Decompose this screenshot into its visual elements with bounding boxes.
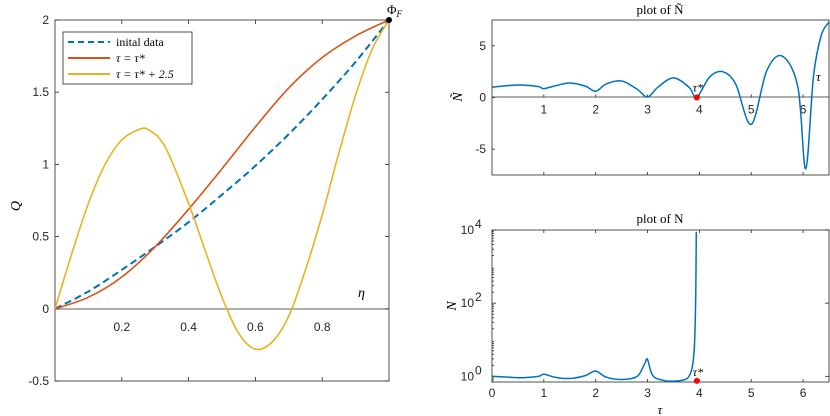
left-xtick-label: 0.6 — [247, 320, 264, 334]
bottom-ytick-label: 10 — [461, 296, 475, 310]
left-xtick-label: 0.8 — [314, 320, 331, 334]
bottom-axes-box — [491, 229, 830, 383]
left-ytick-label: 0.5 — [32, 230, 49, 244]
tau-star-label-bottom: τ* — [693, 365, 703, 379]
top-xtick-label: 4 — [696, 103, 703, 117]
bottom-xtick-label: 2 — [592, 386, 599, 400]
top-xtick-label: 2 — [592, 103, 599, 117]
left-xtick-label: 0.2 — [113, 320, 130, 334]
top-xtick-label: 5 — [748, 103, 755, 117]
legend-label-tau-star-plus: τ = τ* + 2.5 — [116, 67, 174, 81]
bottom-ytick-label: 10 — [461, 223, 475, 237]
legend-label-tau-star: τ = τ* — [116, 51, 145, 65]
left-ytick-label: 0 — [42, 302, 49, 316]
bottom-xtick-label: 3 — [644, 386, 651, 400]
tau-star-marker-bottom — [693, 377, 700, 384]
left-axes-box — [54, 19, 390, 382]
bottom-title: plot of N — [637, 211, 685, 226]
bottom-ytick-exponent: 2 — [475, 290, 482, 304]
top-title: plot of Ñ — [637, 2, 685, 17]
top-axes-box — [491, 19, 830, 176]
bottom-series-line — [492, 231, 698, 382]
top-xtick-label: 1 — [541, 103, 548, 117]
bottom-xtick-label: 1 — [541, 386, 548, 400]
bottom-series-lines — [492, 231, 698, 382]
right-top-panel: plot of Ñ Ñ τ 1 2 3 4 5 6 5 0 -5 τ* — [449, 2, 830, 176]
left-ytick-label: -0.5 — [28, 374, 49, 388]
left-ytick-label: 1 — [42, 157, 49, 171]
legend-label-initial: inital data — [116, 35, 164, 49]
left-xlabel: η — [358, 286, 365, 301]
top-ticks: 1 2 3 4 5 6 5 0 -5 — [475, 39, 807, 175]
left-series-1-line — [55, 20, 389, 310]
bottom-ytick-exponent: 4 — [475, 217, 482, 231]
top-series-line — [492, 21, 829, 170]
bottom-xtick-label: 0 — [489, 386, 496, 400]
left-ylabel: Q — [9, 201, 24, 211]
endpoint-label: ΦF — [387, 2, 403, 19]
left-ticks: 0.2 0.4 0.6 0.8 -0.5 0 0.5 1 1.5 2 — [28, 13, 389, 388]
tau-star-marker — [693, 94, 700, 101]
tau-star-label: τ* — [693, 81, 703, 95]
left-xtick-label: 0.4 — [180, 320, 197, 334]
top-xtick-label: 6 — [800, 103, 807, 117]
bottom-ylabel: N — [445, 301, 460, 312]
bottom-ytick-exponent: 0 — [475, 363, 482, 377]
bottom-xlabel: τ — [658, 402, 664, 416]
left-series-2-line — [55, 20, 389, 351]
top-xlabel: τ — [816, 69, 822, 84]
left-ytick-label: 1.5 — [32, 85, 49, 99]
top-xtick-label: 3 — [644, 103, 651, 117]
top-ylabel: Ñ — [449, 92, 466, 103]
bottom-xtick-label: 6 — [800, 386, 807, 400]
left-panel: 0.2 0.4 0.6 0.8 -0.5 0 0.5 1 1.5 2 ΦF Q η inital … — [9, 2, 403, 388]
bottom-xtick-label: 4 — [696, 386, 703, 400]
bottom-xtick-label: 5 — [748, 386, 755, 400]
top-ytick-label: 0 — [479, 91, 486, 105]
legend: inital data τ = τ* τ = τ* + 2.5 — [62, 31, 193, 85]
endpoint-marker — [386, 17, 392, 23]
top-ytick-label: 5 — [479, 39, 486, 53]
top-ytick-label: -5 — [475, 142, 486, 156]
left-series-0-line — [55, 20, 389, 310]
left-series-lines — [55, 20, 389, 351]
bottom-ytick-label: 10 — [461, 369, 475, 383]
top-series-lines — [492, 21, 829, 170]
left-ytick-label: 2 — [42, 13, 49, 27]
